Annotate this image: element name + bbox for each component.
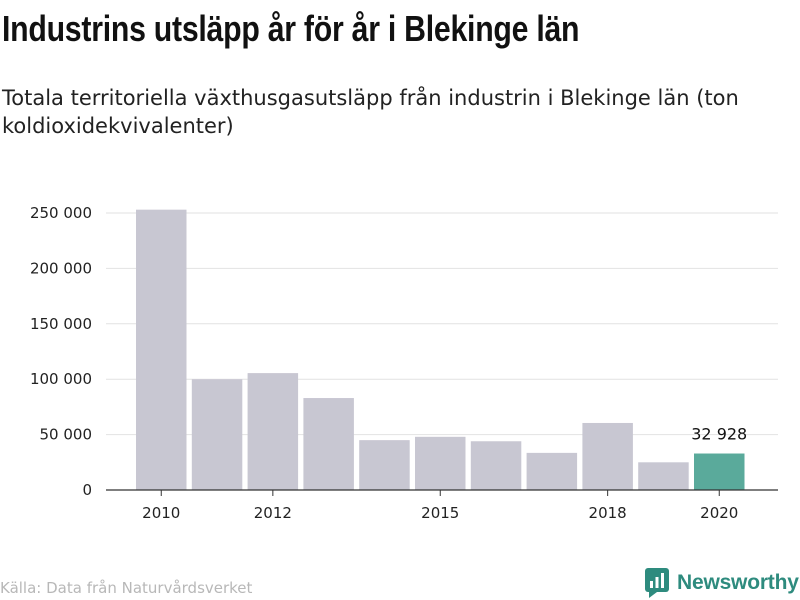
brand-name: Newsworthy xyxy=(677,571,799,594)
data-labels: 32 928 xyxy=(691,425,747,444)
y-tick-label: 200 000 xyxy=(30,259,92,277)
x-tick-label: 2012 xyxy=(254,504,292,522)
x-tick-label: 2020 xyxy=(700,504,738,522)
x-tick-label: 2018 xyxy=(589,504,627,522)
newsworthy-logo-icon xyxy=(645,568,669,598)
y-tick-label: 0 xyxy=(82,481,92,499)
y-tick-label: 150 000 xyxy=(30,315,92,333)
bar xyxy=(526,452,578,490)
bar-highlight xyxy=(694,453,745,490)
x-tick-label: 2015 xyxy=(421,504,459,522)
x-axis: 2010 2012 2015 2018 2020 xyxy=(106,489,778,522)
y-tick-label: 50 000 xyxy=(40,426,93,444)
x-tick-label: 2010 xyxy=(142,504,180,522)
brand-logo: Newsworthy xyxy=(645,568,799,598)
bar xyxy=(582,422,633,490)
bar-chart: 0 50 000 100 000 150 000 200 000 250 000 2010… xyxy=(30,204,778,522)
bar xyxy=(247,373,299,490)
bars xyxy=(136,209,745,490)
highlight-value-label: 32 928 xyxy=(691,425,747,444)
bar xyxy=(359,440,410,490)
bar xyxy=(136,209,187,490)
chart-title: Industrins utsläpp år för år i Blekinge … xyxy=(2,8,580,49)
y-tick-label: 250 000 xyxy=(30,204,92,222)
y-tick-label: 100 000 xyxy=(30,370,92,388)
source-note: Källa: Data från Naturvårdsverket xyxy=(0,579,253,597)
bar xyxy=(191,379,243,490)
bar xyxy=(415,436,466,490)
bar xyxy=(303,398,354,490)
chart-subtitle: Totala territoriella växthusgasutsläpp f… xyxy=(2,86,739,138)
y-axis: 0 50 000 100 000 150 000 200 000 250 000 xyxy=(30,204,92,499)
bar xyxy=(470,441,522,490)
bar xyxy=(638,462,689,490)
